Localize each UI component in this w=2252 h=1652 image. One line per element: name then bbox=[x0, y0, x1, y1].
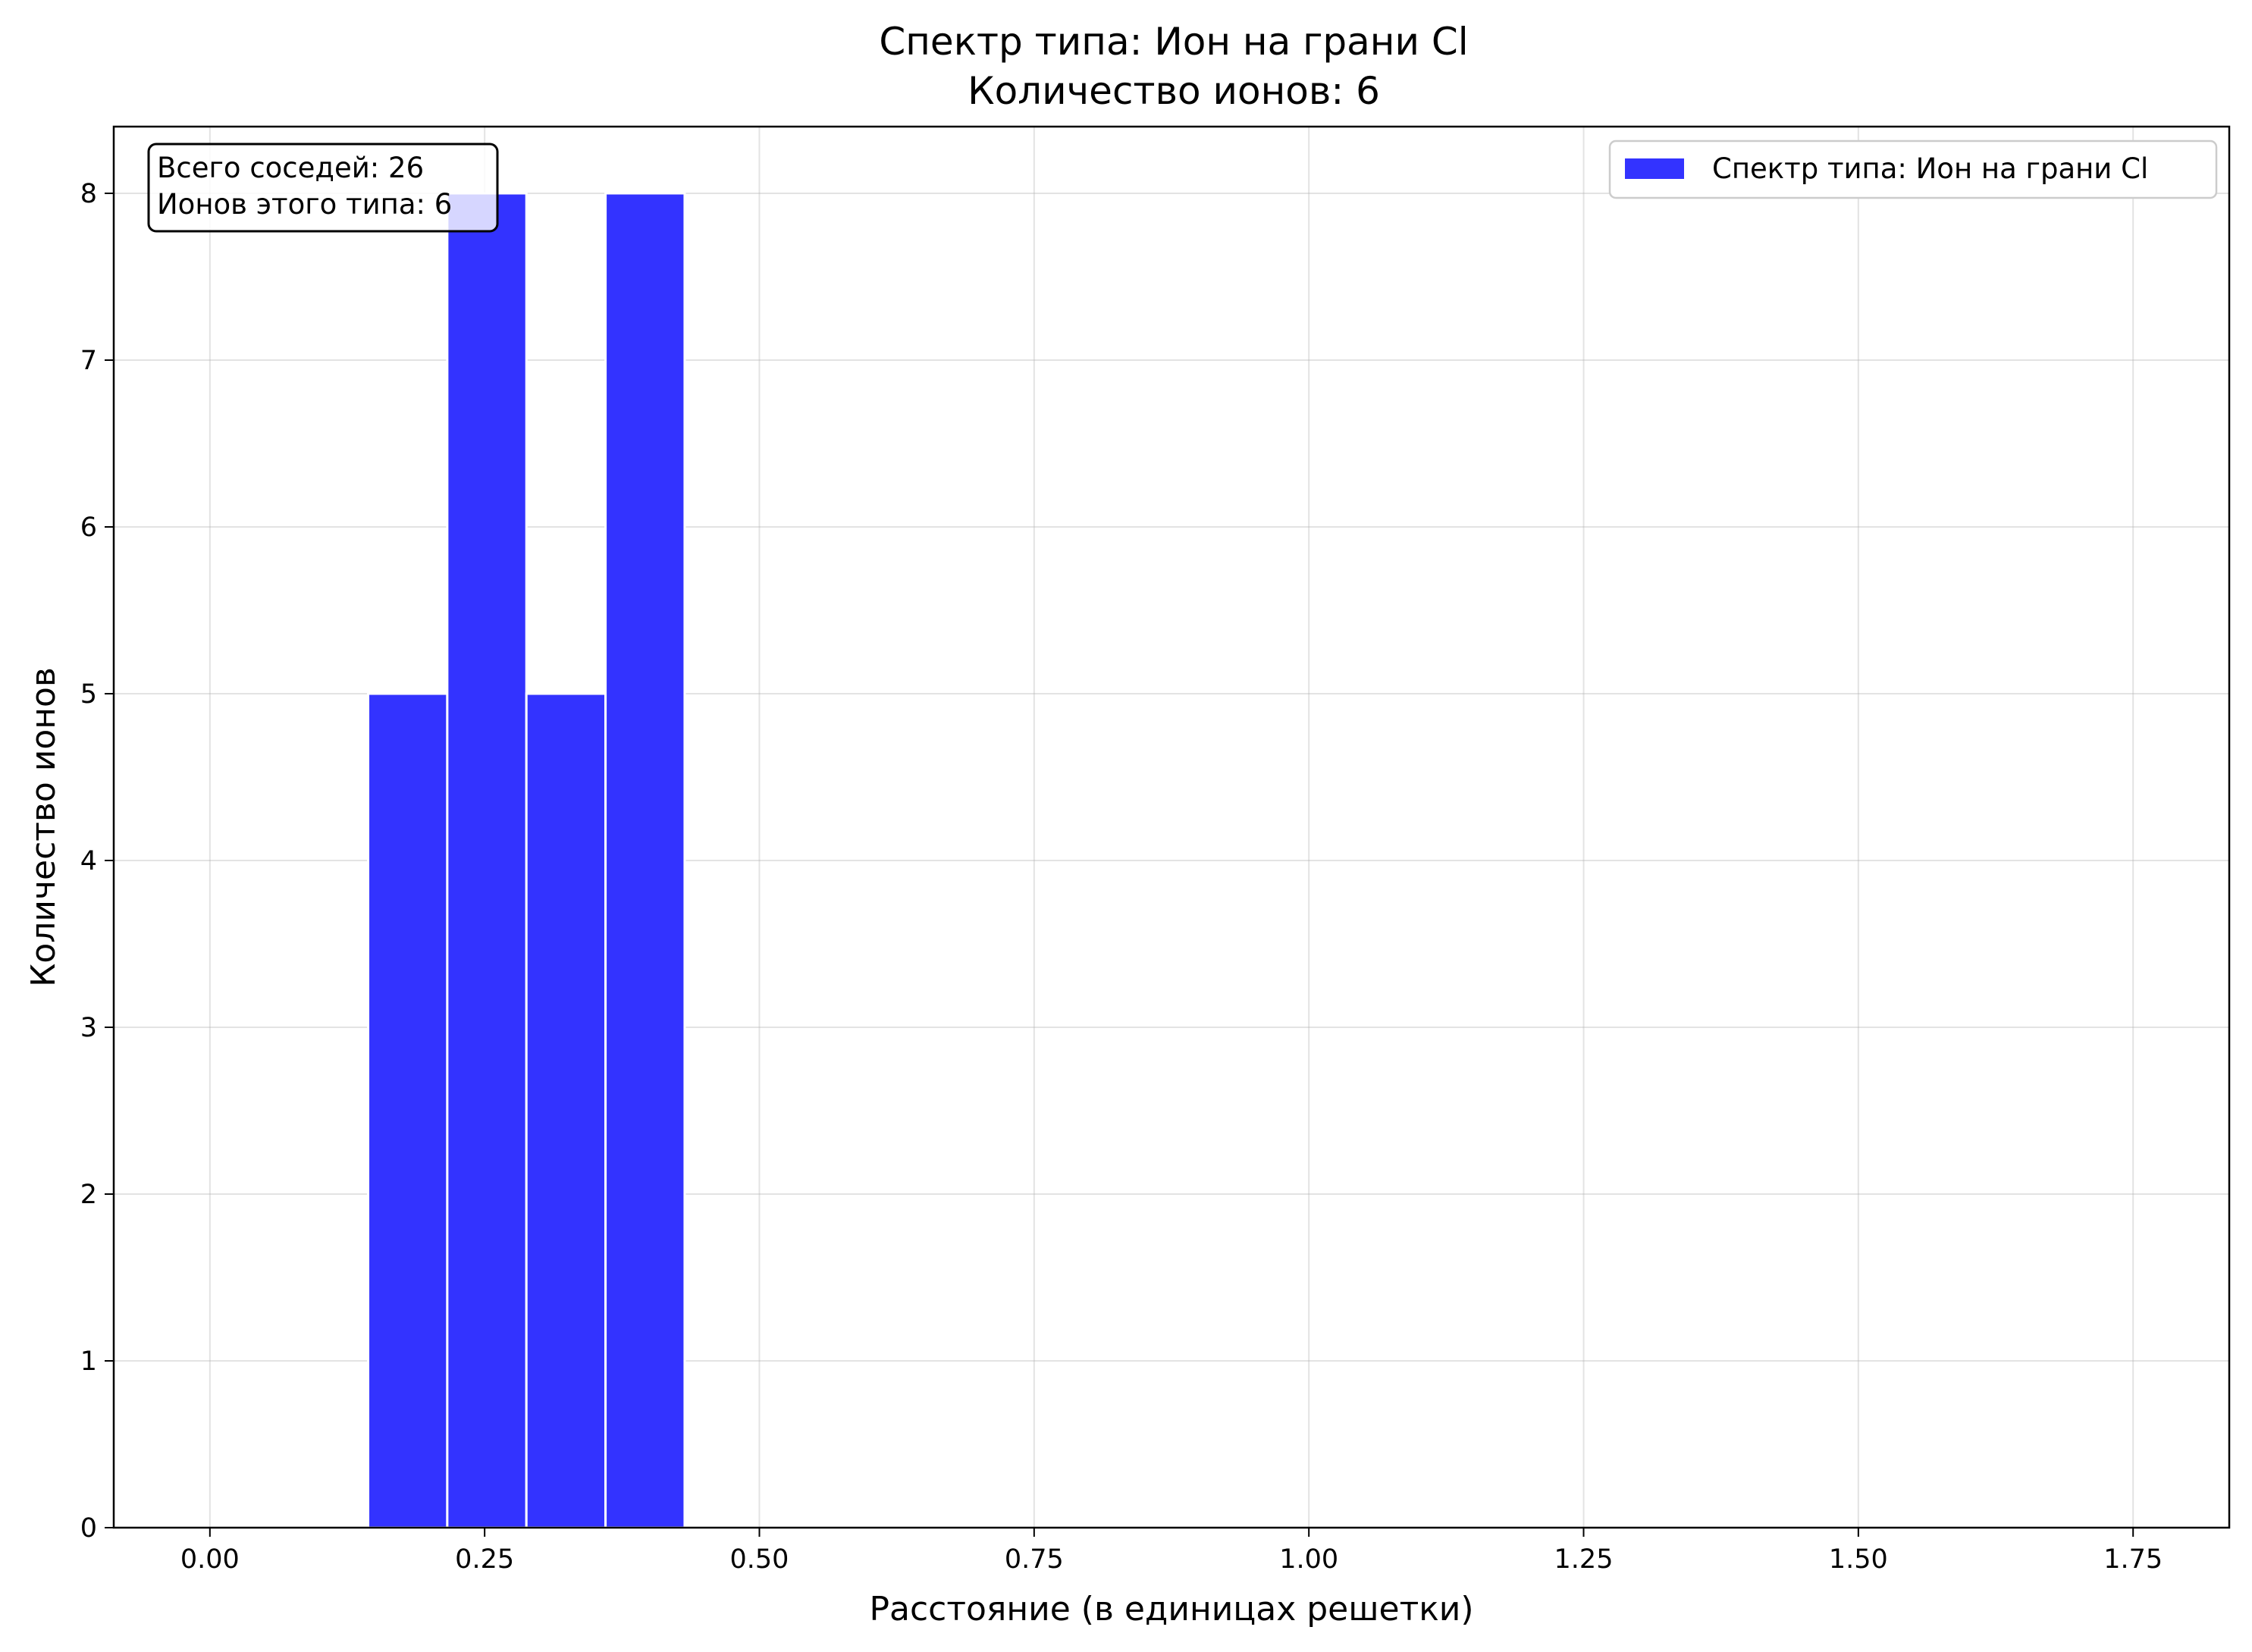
plot-frame bbox=[112, 125, 2231, 1529]
legend-frame bbox=[1608, 139, 2218, 199]
legend: Спектр типа: Ион на грани Cl bbox=[1608, 139, 2218, 199]
histogram-bar bbox=[525, 692, 607, 1529]
x-tick-label: 0.50 bbox=[730, 1544, 789, 1575]
y-tick-label: 0 bbox=[80, 1513, 97, 1544]
y-tick-label: 5 bbox=[80, 679, 97, 710]
histogram-bar bbox=[604, 192, 686, 1529]
y-tick-label: 7 bbox=[80, 346, 97, 376]
y-axis-label: Количество ионов bbox=[24, 667, 63, 987]
y-tick-label: 1 bbox=[80, 1346, 97, 1377]
x-tick-label: 0.75 bbox=[1005, 1544, 1064, 1575]
legend-label: Спектр типа: Ион на грани Cl bbox=[1712, 152, 2148, 185]
x-tick-label: 1.75 bbox=[2103, 1544, 2163, 1575]
chart-subtitle: Количество ионов: 6 bbox=[968, 69, 1380, 113]
y-tick-label: 2 bbox=[80, 1180, 97, 1210]
x-tick-label: 1.00 bbox=[1279, 1544, 1338, 1575]
info-box-frame bbox=[147, 143, 499, 233]
histogram-bar bbox=[446, 192, 528, 1529]
info-total-neighbors: Всего соседей: 26 bbox=[157, 152, 424, 184]
info-box: Всего соседей: 26 Ионов этого типа: 6 bbox=[147, 143, 499, 233]
y-tick-label: 4 bbox=[80, 846, 97, 876]
chart-title: Спектр типа: Ион на грани Cl bbox=[879, 20, 1468, 64]
x-tick-label: 0.00 bbox=[180, 1544, 240, 1575]
x-tick-label: 1.25 bbox=[1554, 1544, 1614, 1575]
x-tick-label: 1.50 bbox=[1829, 1544, 1888, 1575]
histogram-bar bbox=[367, 692, 449, 1529]
y-tick-label: 3 bbox=[80, 1013, 97, 1043]
axis-ticks: 0.00 0.25 0.50 0.75 1.00 1.25 1.50 1.75 0 1 2 3 4 5 6 7… bbox=[80, 179, 2163, 1575]
y-tick-label: 6 bbox=[80, 513, 97, 543]
legend-swatch bbox=[1625, 158, 1684, 179]
info-ions-of-type: Ионов этого типа: 6 bbox=[157, 188, 452, 221]
x-tick-label: 0.25 bbox=[455, 1544, 514, 1575]
x-axis-label: Расстояние (в единицах решетки) bbox=[869, 1590, 1473, 1628]
y-tick-label: 8 bbox=[80, 179, 97, 209]
histogram-bars bbox=[367, 192, 686, 1529]
